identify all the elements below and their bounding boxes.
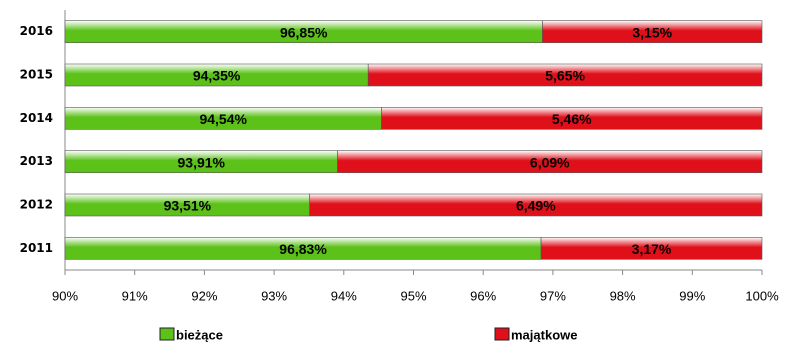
y-tick-label: 2012 [20, 198, 53, 212]
value-label: 93,51% [164, 198, 212, 214]
value-label: 5,65% [545, 68, 585, 84]
value-label: 94,35% [193, 68, 241, 84]
x-tick-label: 95% [400, 288, 426, 303]
value-label: 6,09% [530, 154, 570, 170]
value-label: 5,46% [552, 111, 592, 127]
y-tick-label: 2014 [20, 111, 53, 125]
x-tick-label: 94% [331, 288, 357, 303]
value-label: 93,91% [178, 154, 226, 170]
value-label: 3,15% [632, 24, 672, 40]
legend-label: bieżące [176, 327, 223, 342]
x-tick-label: 100% [745, 288, 779, 303]
bar-segment [381, 107, 763, 130]
bar-segment [309, 193, 763, 217]
bar-segment [542, 20, 763, 43]
legend-swatch [494, 327, 510, 341]
x-tick-label: 99% [679, 288, 705, 303]
x-tick-label: 92% [191, 288, 217, 303]
x-tick-label: 91% [122, 288, 148, 303]
x-tick-label: 93% [261, 288, 287, 303]
value-label: 3,17% [632, 241, 672, 257]
x-tick-label: 97% [540, 288, 566, 303]
y-tick-label: 2013 [20, 154, 53, 168]
legend-label: majątkowe [511, 327, 577, 342]
value-label: 96,83% [279, 241, 327, 257]
bar-segment [337, 150, 763, 173]
value-label: 6,49% [516, 198, 556, 214]
y-tick-label: 2011 [20, 241, 53, 255]
y-tick-label: 2016 [20, 24, 53, 38]
legend-swatch [159, 327, 175, 341]
bar-segment [367, 63, 763, 87]
value-label: 94,54% [199, 111, 247, 127]
y-tick-label: 2015 [20, 68, 53, 82]
x-tick-label: 96% [470, 288, 496, 303]
value-label: 96,85% [280, 24, 328, 40]
bar-segment [540, 237, 763, 260]
x-tick-label: 90% [52, 288, 78, 303]
x-tick-label: 98% [610, 288, 636, 303]
